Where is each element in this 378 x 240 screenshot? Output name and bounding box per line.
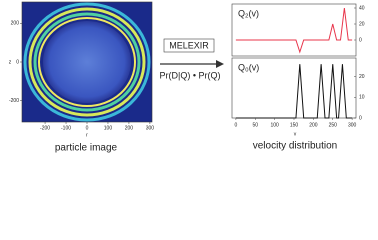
x-tick-label: 300 bbox=[146, 125, 155, 131]
y-tick-label: -200 bbox=[9, 98, 19, 104]
y-tick-label: 20 bbox=[359, 21, 365, 27]
y-tick-label: 200 bbox=[11, 21, 20, 27]
ring bbox=[28, 7, 146, 117]
arrow-head bbox=[216, 60, 224, 68]
y-tick-label: 0 bbox=[16, 59, 19, 65]
x-tick-label: 200 bbox=[125, 125, 134, 131]
method-label: MELEXIR bbox=[169, 40, 209, 50]
method-box bbox=[163, 38, 215, 53]
x-tick-label: 50 bbox=[252, 122, 258, 128]
x-tick-label: 100 bbox=[270, 122, 279, 128]
y-tick-label: 0 bbox=[359, 37, 362, 43]
x-tick-label: 200 bbox=[309, 122, 318, 128]
x-tick-label: -200 bbox=[40, 125, 50, 131]
x-tick-label: 0 bbox=[86, 125, 89, 131]
x-tick-label: 300 bbox=[348, 122, 357, 128]
ring bbox=[33, 12, 141, 112]
y-tick-label: 10 bbox=[359, 95, 365, 101]
y-tick-label: 20 bbox=[359, 74, 365, 80]
x-tick-label: -100 bbox=[61, 125, 71, 131]
panel-frame bbox=[231, 3, 357, 57]
particle-image bbox=[21, 1, 153, 123]
figure: r z particle image MELEXIR Pr(D|Q) • Pr(… bbox=[9, 1, 365, 154]
trace bbox=[235, 64, 353, 119]
x-tick-label: 0 bbox=[234, 122, 237, 128]
x-tick-label: 250 bbox=[329, 122, 338, 128]
y-tick-label: 40 bbox=[359, 5, 365, 11]
x-label: v bbox=[294, 131, 297, 137]
trace bbox=[235, 7, 353, 54]
series-label: Q₂(v) bbox=[238, 8, 259, 18]
caption: velocity distribution bbox=[253, 141, 337, 152]
ring bbox=[23, 2, 151, 122]
formula: Pr(D|Q) • Pr(Q) bbox=[160, 70, 221, 80]
x-tick-label: 100 bbox=[104, 125, 113, 131]
ring bbox=[38, 17, 136, 107]
series-label: Q₀(v) bbox=[238, 62, 259, 72]
core bbox=[43, 21, 131, 103]
y-label: z bbox=[9, 59, 12, 65]
x-label: r bbox=[86, 132, 88, 138]
x-tick-label: 150 bbox=[290, 122, 299, 128]
caption: particle image bbox=[55, 143, 118, 154]
y-tick-label: 0 bbox=[359, 115, 362, 121]
